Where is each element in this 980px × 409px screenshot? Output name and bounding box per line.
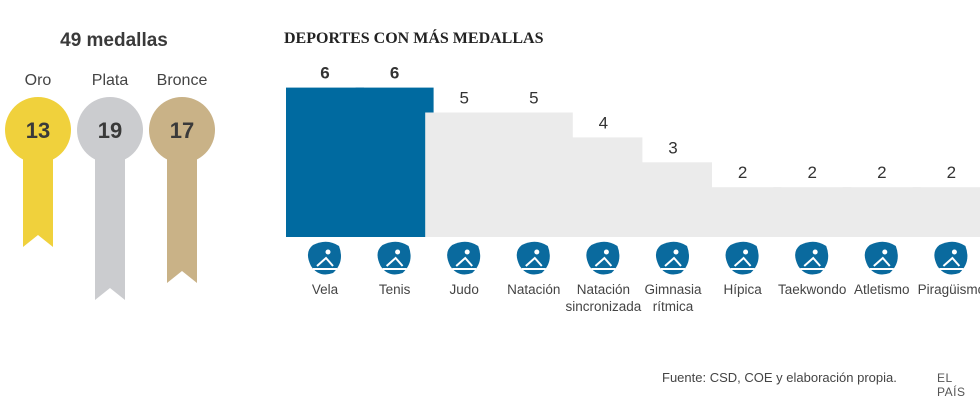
source-note: Fuente: CSD, COE y elaboración propia. (662, 370, 897, 385)
bar-value-label: 6 (320, 64, 329, 83)
medal-circle (5, 97, 71, 163)
medal-value: 19 (98, 118, 122, 143)
bar-value-label: 6 (390, 64, 399, 83)
bar-value-label: 2 (807, 163, 816, 182)
medal-ribbon (167, 140, 197, 283)
medal-label: Bronce (156, 72, 208, 89)
category-label: Natación sincronizada (565, 282, 642, 314)
bar (912, 187, 980, 237)
category-label: Tenis (378, 282, 411, 297)
rhythmic-gymnastics-icon (655, 241, 689, 275)
bar (286, 87, 364, 237)
bar-value-label: 3 (668, 138, 677, 157)
category-label: Natación (507, 282, 561, 297)
category-label: Vela (311, 282, 339, 297)
medal-ribbon (95, 140, 125, 300)
category-label: Piragüismo (917, 282, 980, 297)
tennis-icon (377, 241, 411, 275)
bar (773, 187, 852, 237)
category-label: Hípica (723, 282, 762, 297)
medal-value: 17 (170, 118, 194, 143)
medal-label: Oro (24, 72, 52, 89)
bar-value-label: 2 (877, 163, 886, 182)
athletics-icon (864, 241, 898, 275)
sailing-icon (307, 241, 341, 275)
medal-label: Plata (91, 72, 129, 89)
judo-icon (447, 241, 481, 275)
bar (703, 187, 782, 237)
medal-circle (149, 97, 215, 163)
bar-value-label: 5 (529, 89, 538, 108)
medal-ribbon (23, 140, 53, 247)
synchronized-swimming-icon (586, 241, 620, 275)
bar-value-label: 5 (459, 89, 468, 108)
chart-title: DEPORTES CON MÁS MEDALLAS (284, 30, 544, 47)
taekwondo-icon (795, 241, 829, 275)
medal-total: 49 medallas (60, 30, 168, 51)
el-pais-logo: EL PAÍS (937, 371, 966, 399)
medal-circle (77, 97, 143, 163)
bar (425, 112, 504, 237)
category-label: Atletismo (854, 282, 910, 297)
category-label: Judo (449, 282, 479, 297)
bar-value-label: 2 (947, 163, 956, 182)
equestrian-icon (725, 241, 759, 275)
medal-value: 13 (26, 118, 50, 143)
category-label: Taekwondo (778, 282, 847, 297)
swimming-icon (516, 241, 550, 275)
bar (634, 162, 712, 237)
bar (842, 187, 921, 237)
bar (564, 137, 643, 237)
bar (355, 87, 434, 237)
bar-value-label: 2 (738, 163, 747, 182)
bar-value-label: 4 (599, 113, 608, 132)
bar (494, 112, 573, 237)
canoeing-icon (934, 241, 968, 275)
category-label: Gimnasia rítmica (644, 282, 702, 314)
